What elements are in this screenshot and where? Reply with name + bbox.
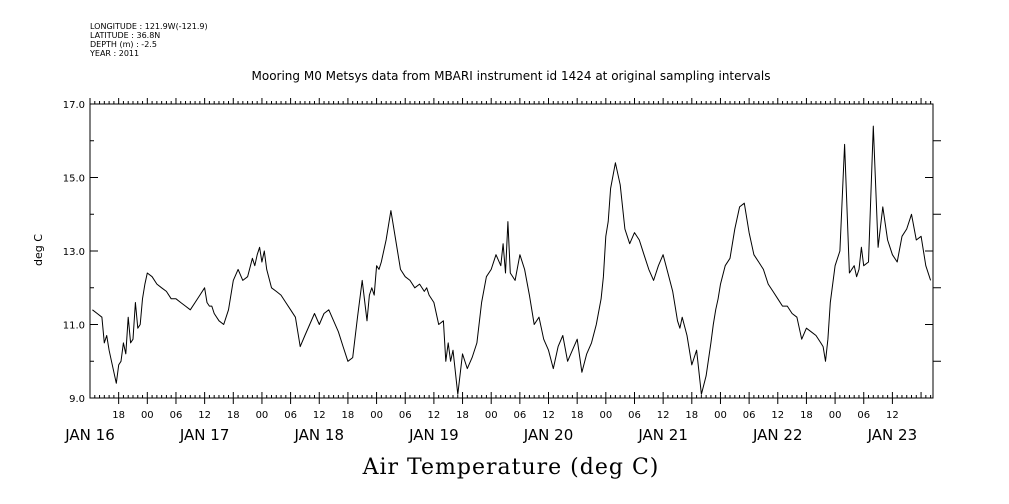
- depth-label: DEPTH (m) : -2.5: [90, 40, 157, 49]
- x-day-label: JAN 16: [64, 426, 115, 444]
- x-hour-tick-label: 12: [428, 410, 441, 421]
- x-hour-tick-label: 00: [141, 410, 154, 421]
- x-hour-tick-label: 12: [771, 410, 784, 421]
- x-day-label: JAN 18: [294, 426, 345, 444]
- x-hour-tick-label: 00: [256, 410, 269, 421]
- longitude-label: LONGITUDE : 121.9W(-121.9): [90, 22, 208, 31]
- x-hour-tick-label: 06: [170, 410, 183, 421]
- tick-labels: 9.0 11.0 13.0 15.0 17.0 18 00 06 12 18 00 06 12 18 00 0…: [63, 100, 917, 444]
- x-hour-tick-label: 06: [743, 410, 756, 421]
- year-label: YEAR : 2011: [90, 49, 140, 58]
- x-hour-tick-label: 12: [198, 410, 211, 421]
- x-hour-tick-label: 00: [370, 410, 383, 421]
- x-hour-tick-label: 18: [227, 410, 240, 421]
- y-tick-label: 9.0: [69, 394, 85, 405]
- x-hour-tick-label: 12: [657, 410, 670, 421]
- air-temperature-series-line: [92, 125, 932, 395]
- x-hour-tick-label: 00: [485, 410, 498, 421]
- x-day-label: JAN 21: [637, 426, 688, 444]
- y-tick-label: 15.0: [63, 174, 85, 185]
- x-hour-tick-label: 06: [857, 410, 870, 421]
- x-hour-tick-label: 12: [313, 410, 326, 421]
- y-tick-label: 13.0: [63, 247, 85, 258]
- y-tick-label: 17.0: [63, 100, 85, 111]
- chart-title: Mooring M0 Metsys data from MBARI instru…: [252, 69, 771, 83]
- x-hour-tick-label: 06: [628, 410, 641, 421]
- x-day-label: JAN 22: [752, 426, 803, 444]
- x-hour-tick-label: 18: [571, 410, 584, 421]
- x-day-label: JAN 20: [523, 426, 574, 444]
- x-hour-tick-label: 12: [886, 410, 899, 421]
- axis-ticks: [89, 98, 941, 404]
- x-hour-tick-label: 00: [714, 410, 727, 421]
- latitude-label: LATITUDE : 36.8N: [90, 31, 161, 40]
- x-hour-tick-label: 06: [513, 410, 526, 421]
- series-layer: [92, 125, 932, 395]
- x-hour-tick-label: 00: [829, 410, 842, 421]
- x-hour-tick-label: 18: [456, 410, 469, 421]
- x-hour-tick-label: 18: [685, 410, 698, 421]
- mooring-metadata: LONGITUDE : 121.9W(-121.9) LATITUDE : 36…: [90, 22, 208, 58]
- x-day-label: JAN 17: [179, 426, 230, 444]
- plot-frame: [89, 103, 934, 399]
- x-hour-tick-label: 18: [800, 410, 813, 421]
- y-tick-label: 11.0: [63, 321, 85, 332]
- x-axis-label: Air Temperature (deg C): [362, 455, 660, 480]
- x-hour-tick-label: 18: [342, 410, 355, 421]
- x-day-label: JAN 19: [408, 426, 459, 444]
- x-hour-tick-label: 06: [284, 410, 297, 421]
- y-axis-label: deg C: [32, 234, 45, 266]
- x-hour-tick-label: 06: [399, 410, 412, 421]
- x-day-label: JAN 23: [867, 426, 918, 444]
- x-hour-tick-label: 18: [112, 410, 125, 421]
- x-hour-tick-label: 00: [599, 410, 612, 421]
- x-hour-tick-label: 12: [542, 410, 555, 421]
